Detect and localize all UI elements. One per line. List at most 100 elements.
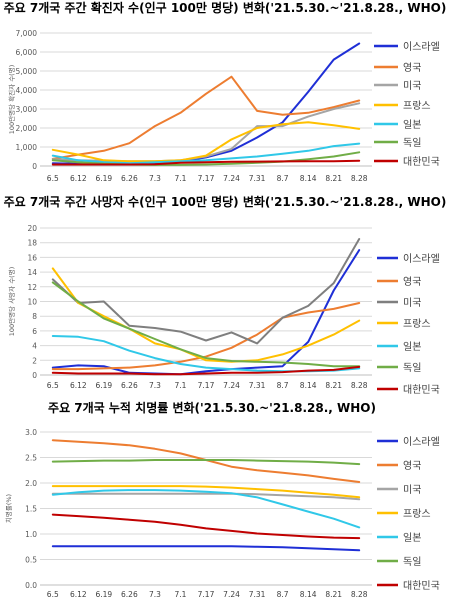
series-line <box>51 365 361 376</box>
x-tick-label: 7.24 <box>223 590 240 599</box>
legend-label: 대한민국 <box>403 156 440 168</box>
legend-label: 이스라엘 <box>403 252 440 265</box>
legend-label: 독일 <box>403 137 421 149</box>
legend-label: 일본 <box>403 341 421 353</box>
x-tick-label: 6.12 <box>70 590 87 599</box>
y-axis-label: 치명률(%) <box>4 494 13 523</box>
legend-label: 대한민국 <box>403 384 440 396</box>
chart-1: 주요 7개국 주간 확진자 수(인구 100만 명당) 변화('21.5.30.… <box>4 0 447 183</box>
x-tick-label: 8.14 <box>300 590 317 599</box>
chart-title: 주요 7개국 주간 사망자 수(인구 100만 명당) 변화('21.5.30.… <box>4 194 447 209</box>
series-line <box>51 489 361 529</box>
series-line <box>51 267 361 363</box>
y-tick-label: 2.5 <box>25 454 37 463</box>
legend-label: 대한민국 <box>403 580 440 592</box>
series-line <box>51 302 361 371</box>
legend-label: 영국 <box>403 460 421 472</box>
series-line <box>51 75 361 160</box>
x-tick-label: 6.26 <box>121 174 138 183</box>
series-line <box>51 42 361 166</box>
x-tick-label: 6.26 <box>121 381 138 390</box>
y-tick-label: 10 <box>27 298 37 307</box>
series-line <box>51 238 361 345</box>
y-tick-label: 5,000 <box>16 67 38 76</box>
y-tick-label: 1,000 <box>16 143 38 152</box>
x-tick-label: 6.12 <box>70 381 87 390</box>
x-tick-label: 8.28 <box>351 381 368 390</box>
y-tick-label: 7,000 <box>16 29 38 38</box>
x-tick-label: 8.14 <box>300 174 317 183</box>
series-line <box>51 459 361 466</box>
x-tick-label: 6.12 <box>70 174 87 183</box>
x-tick-label: 7.1 <box>174 590 186 599</box>
y-tick-label: 0.5 <box>25 556 37 565</box>
series-line <box>51 142 361 165</box>
x-tick-label: 7.17 <box>198 381 215 390</box>
x-tick-label: 8.21 <box>325 590 342 599</box>
legend-label: 이스라엘 <box>403 435 440 448</box>
y-tick-label: 16 <box>27 253 37 262</box>
x-tick-label: 7.3 <box>149 381 161 390</box>
x-tick-label: 7.31 <box>249 381 266 390</box>
x-tick-label: 8.21 <box>325 174 342 183</box>
legend-label: 일본 <box>403 532 421 544</box>
y-tick-label: 0 <box>32 371 37 380</box>
y-tick-label: 18 <box>27 239 37 248</box>
series-line <box>51 545 361 552</box>
legend-label: 미국 <box>403 484 421 496</box>
x-tick-label: 6.5 <box>47 590 59 599</box>
series-line <box>51 281 361 368</box>
y-tick-label: 6 <box>32 327 37 336</box>
x-tick-label: 8.7 <box>277 381 289 390</box>
legend-label: 일본 <box>403 119 421 131</box>
series-line <box>51 485 361 499</box>
y-axis-label: 100만명당 사망자 수(명) <box>7 267 16 336</box>
y-tick-label: 3.0 <box>25 428 37 437</box>
legend-label: 영국 <box>403 276 421 288</box>
y-tick-label: 0 <box>32 162 37 171</box>
x-tick-label: 7.17 <box>198 174 215 183</box>
x-tick-label: 7.3 <box>149 590 161 599</box>
legend-label: 미국 <box>403 80 421 92</box>
y-tick-label: 0.0 <box>25 581 37 590</box>
x-tick-label: 8.28 <box>351 174 368 183</box>
series-line <box>51 159 361 166</box>
legend-label: 프랑스 <box>403 508 431 520</box>
y-tick-label: 1.5 <box>25 505 37 514</box>
y-tick-label: 1.0 <box>25 530 37 539</box>
y-tick-label: 6,000 <box>16 48 38 57</box>
y-tick-label: 12 <box>27 283 37 292</box>
x-tick-label: 8.21 <box>325 381 342 390</box>
series-line <box>51 249 361 376</box>
x-tick-label: 7.24 <box>223 174 240 183</box>
legend-label: 프랑스 <box>403 318 431 330</box>
x-tick-label: 8.28 <box>351 590 368 599</box>
y-tick-label: 4 <box>32 342 37 351</box>
y-tick-label: 14 <box>27 268 37 277</box>
y-tick-label: 2.0 <box>25 479 37 488</box>
x-tick-label: 8.14 <box>300 381 317 390</box>
x-tick-label: 6.5 <box>47 381 59 390</box>
legend-label: 프랑스 <box>403 100 431 112</box>
x-tick-label: 8.7 <box>277 174 289 183</box>
chart-title: 주요 7개국 주간 확진자 수(인구 100만 명당) 변화('21.5.30.… <box>4 0 447 15</box>
legend-label: 이스라엘 <box>403 40 440 53</box>
chart-2: 주요 7개국 주간 사망자 수(인구 100만 명당) 변화('21.5.30.… <box>4 194 447 396</box>
x-tick-label: 7.31 <box>249 174 266 183</box>
series-line <box>51 121 361 163</box>
chart-title: 주요 7개국 누적 치명률 변화('21.5.30.~'21.8.28., WH… <box>48 400 376 415</box>
x-tick-label: 8.7 <box>277 590 289 599</box>
x-tick-label: 6.19 <box>95 590 112 599</box>
y-tick-label: 3,000 <box>16 105 38 114</box>
y-tick-label: 2 <box>32 356 37 365</box>
x-tick-label: 7.24 <box>223 381 240 390</box>
x-tick-label: 7.1 <box>174 174 186 183</box>
x-tick-label: 7.31 <box>249 590 266 599</box>
x-tick-label: 7.1 <box>174 381 186 390</box>
x-tick-label: 6.19 <box>95 174 112 183</box>
y-tick-label: 4,000 <box>16 86 38 95</box>
x-tick-label: 6.19 <box>95 381 112 390</box>
legend-label: 독일 <box>403 556 421 568</box>
